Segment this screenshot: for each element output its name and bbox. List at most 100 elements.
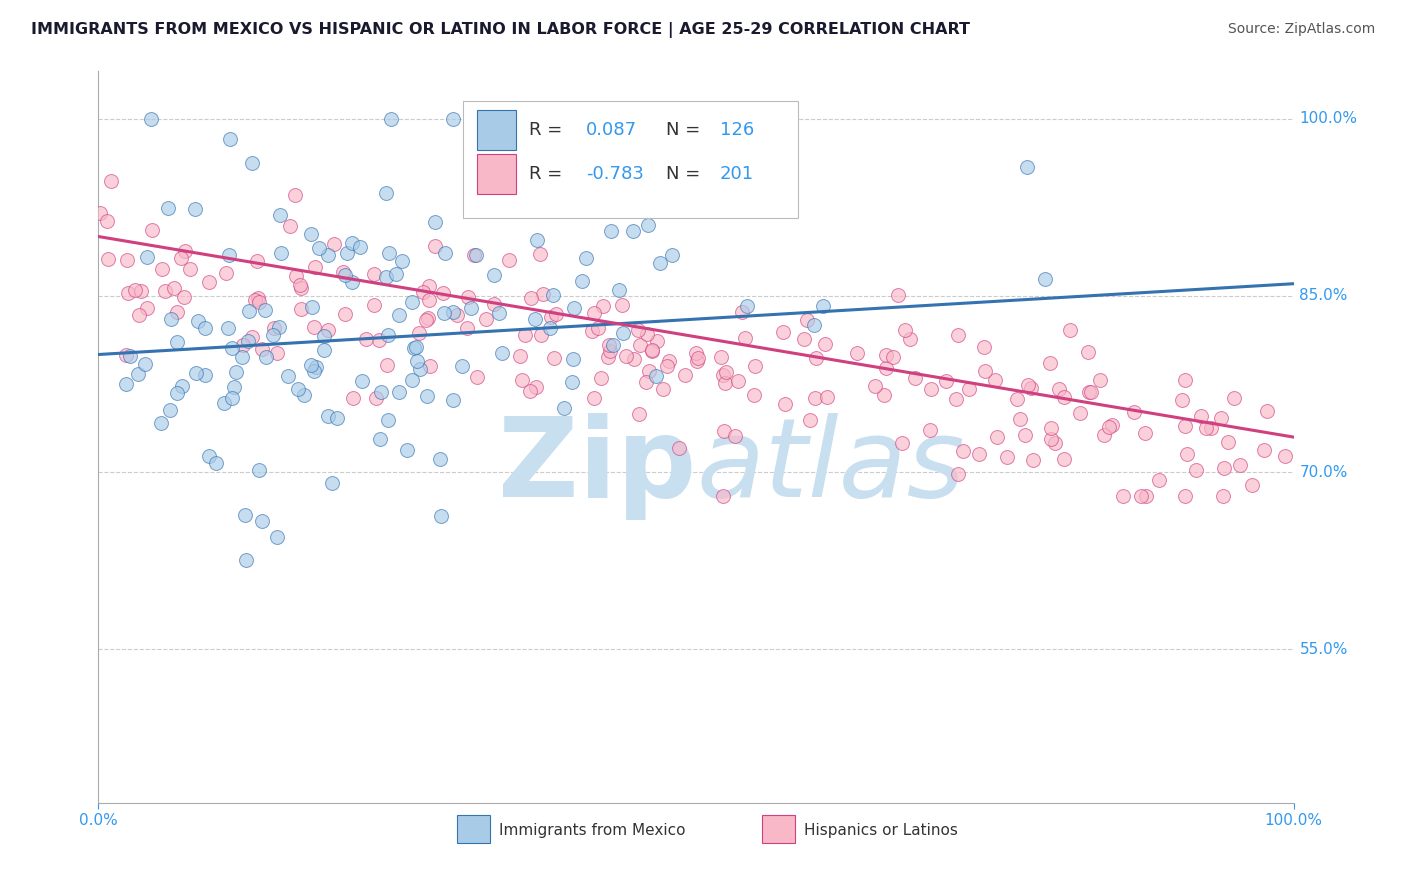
Point: [117, 285, 139, 300]
Point: [609, 283, 631, 297]
Point: [321, 475, 343, 490]
Text: Hispanics or Latinos: Hispanics or Latinos: [804, 823, 957, 838]
Point: [1274, 449, 1296, 463]
Point: [124, 283, 146, 297]
Point: [374, 186, 396, 201]
Point: [772, 326, 794, 340]
Point: [1135, 489, 1157, 503]
Point: [218, 247, 240, 261]
Point: [231, 351, 253, 365]
Point: [425, 215, 447, 229]
Point: [713, 424, 735, 438]
Point: [575, 251, 598, 265]
Point: [685, 346, 707, 360]
Point: [129, 285, 152, 299]
Point: [509, 350, 531, 364]
Point: [1014, 428, 1036, 442]
Point: [246, 291, 269, 305]
Point: [1017, 161, 1039, 175]
Point: [292, 388, 315, 402]
Text: 70.0%: 70.0%: [1299, 465, 1348, 480]
Point: [415, 313, 437, 327]
Point: [1133, 425, 1156, 440]
Point: [526, 233, 548, 247]
Point: [1047, 382, 1070, 396]
Point: [217, 321, 239, 335]
Point: [945, 392, 967, 406]
Point: [284, 188, 307, 202]
Point: [1174, 373, 1197, 387]
Point: [524, 311, 547, 326]
Point: [637, 219, 659, 233]
Text: R =: R =: [529, 165, 568, 183]
Point: [668, 442, 690, 456]
Point: [1111, 489, 1133, 503]
Point: [796, 313, 818, 327]
Point: [540, 310, 562, 325]
Point: [416, 389, 439, 403]
Point: [163, 281, 186, 295]
Point: [277, 369, 299, 384]
Point: [1175, 447, 1198, 461]
Point: [845, 346, 868, 360]
Point: [423, 239, 446, 253]
Point: [903, 371, 925, 385]
Point: [429, 452, 451, 467]
Point: [1216, 434, 1239, 449]
Point: [342, 275, 364, 289]
Point: [250, 342, 273, 356]
Point: [215, 266, 238, 280]
Point: [686, 354, 709, 368]
Point: [1069, 406, 1091, 420]
Point: [1059, 323, 1081, 337]
Point: [734, 331, 756, 345]
Point: [318, 323, 340, 337]
FancyBboxPatch shape: [477, 110, 516, 150]
Point: [737, 299, 759, 313]
Point: [370, 384, 392, 399]
Point: [194, 320, 217, 334]
Point: [561, 351, 583, 366]
Point: [969, 447, 991, 461]
Point: [342, 392, 364, 406]
Point: [1039, 432, 1062, 446]
Point: [612, 326, 634, 340]
Point: [519, 292, 541, 306]
Point: [166, 305, 188, 319]
Point: [562, 301, 585, 315]
Point: [134, 357, 156, 371]
Point: [530, 186, 553, 200]
Point: [115, 348, 138, 362]
Point: [247, 295, 270, 310]
Point: [405, 353, 427, 368]
Point: [688, 351, 710, 366]
Point: [482, 268, 505, 283]
Text: 126: 126: [720, 121, 754, 139]
Point: [377, 413, 399, 427]
Point: [498, 253, 520, 268]
Point: [463, 248, 485, 262]
Point: [194, 368, 217, 382]
Point: [184, 202, 207, 216]
Point: [375, 358, 398, 372]
FancyBboxPatch shape: [463, 101, 797, 218]
Point: [430, 508, 453, 523]
Point: [544, 307, 567, 321]
Point: [1170, 392, 1192, 407]
Point: [1053, 390, 1076, 404]
Point: [887, 288, 910, 302]
Point: [1017, 378, 1039, 392]
Point: [875, 361, 897, 376]
Point: [266, 530, 288, 544]
Point: [250, 514, 273, 528]
Text: Source: ZipAtlas.com: Source: ZipAtlas.com: [1227, 22, 1375, 37]
Point: [441, 112, 464, 126]
Point: [543, 351, 565, 366]
Point: [419, 359, 441, 374]
Point: [592, 299, 614, 313]
Point: [221, 391, 243, 405]
Point: [488, 306, 510, 320]
Point: [235, 553, 257, 567]
Point: [115, 252, 138, 267]
Point: [412, 285, 434, 299]
